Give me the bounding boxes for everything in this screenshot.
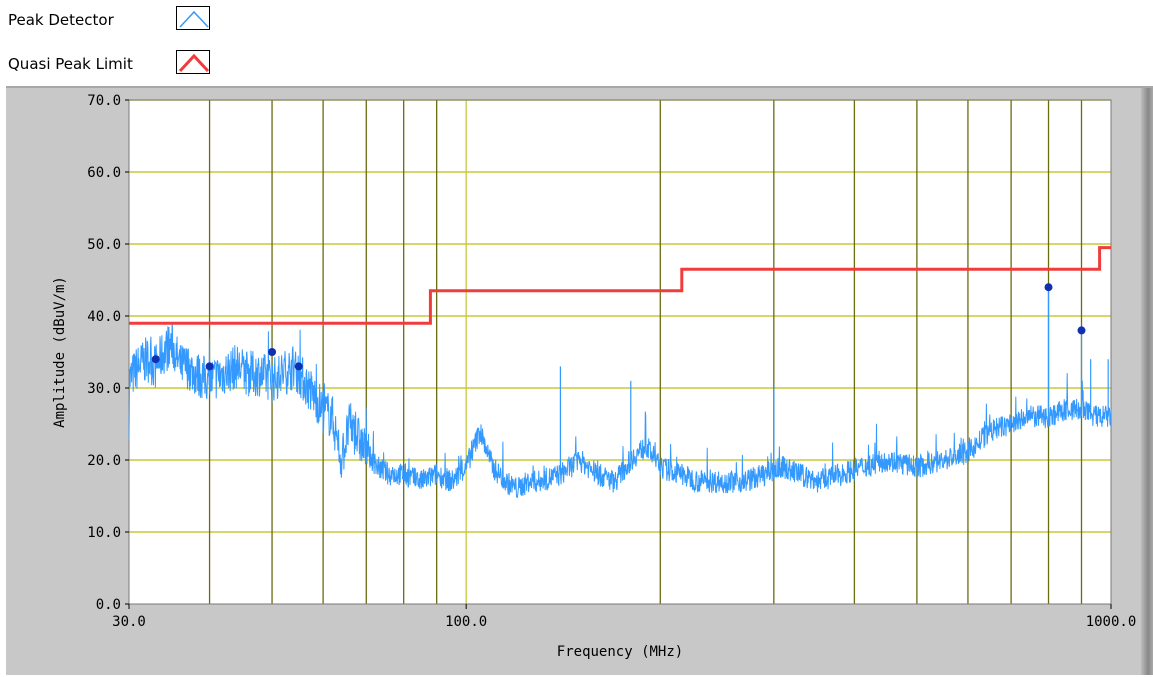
- series-layer: [128, 246, 1112, 499]
- x-axis-label: Frequency (MHz): [557, 644, 683, 660]
- legend-item-quasi-peak-limit: Quasi Peak Limit: [8, 50, 268, 80]
- x-tick-label: 100.0: [445, 614, 487, 630]
- peak-marker: [151, 355, 160, 364]
- y-axis-label: Amplitude (dBuV/m): [52, 276, 68, 428]
- y-tick-label: 30.0: [87, 381, 121, 397]
- legend-label-peak-detector: Peak Detector: [8, 11, 114, 29]
- legend-item-peak-detector: Peak Detector: [8, 6, 268, 36]
- peak-marker: [294, 362, 303, 371]
- emission-chart: 0.0 10.0 20.0 30.0 40.0 50.0 60.0 70.0 30.0 100.0…: [52, 93, 1136, 660]
- y-tick-label: 70.0: [87, 93, 121, 109]
- peak-detector-line: [128, 322, 1112, 499]
- y-tick-label: 10.0: [87, 525, 121, 541]
- grid-lines: [128, 99, 1112, 605]
- peak-marker: [1077, 326, 1086, 335]
- peak-marker: [1044, 283, 1053, 292]
- panel-edge: [1141, 88, 1153, 675]
- legend: Peak Detector Quasi Peak Limit: [0, 0, 300, 84]
- x-tick-label: 1000.0: [1086, 614, 1137, 630]
- graph-panel: 0.0 10.0 20.0 30.0 40.0 50.0 60.0 70.0 30.0 100.0…: [6, 86, 1153, 675]
- legend-label-quasi-peak-limit: Quasi Peak Limit: [8, 55, 133, 73]
- plot-frame: [128, 99, 1112, 605]
- peak-marker: [268, 348, 277, 356]
- legend-swatch-quasi-peak-limit: [176, 50, 210, 74]
- tick-labels: 0.0 10.0 20.0 30.0 40.0 50.0 60.0 70.0 30.0 100.0…: [87, 93, 1136, 630]
- y-tick-label: 50.0: [87, 237, 121, 253]
- x-tick-label: 30.0: [112, 614, 146, 630]
- y-tick-label: 0.0: [96, 597, 121, 613]
- quasi-peak-limit-line: [129, 246, 1111, 325]
- y-tick-label: 40.0: [87, 309, 121, 325]
- markers-layer: [151, 283, 1086, 371]
- y-tick-label: 60.0: [87, 165, 121, 181]
- plot-area: [129, 100, 1111, 604]
- peak-marker: [205, 362, 214, 371]
- y-tick-label: 20.0: [87, 453, 121, 469]
- legend-swatch-peak-detector: [176, 6, 210, 30]
